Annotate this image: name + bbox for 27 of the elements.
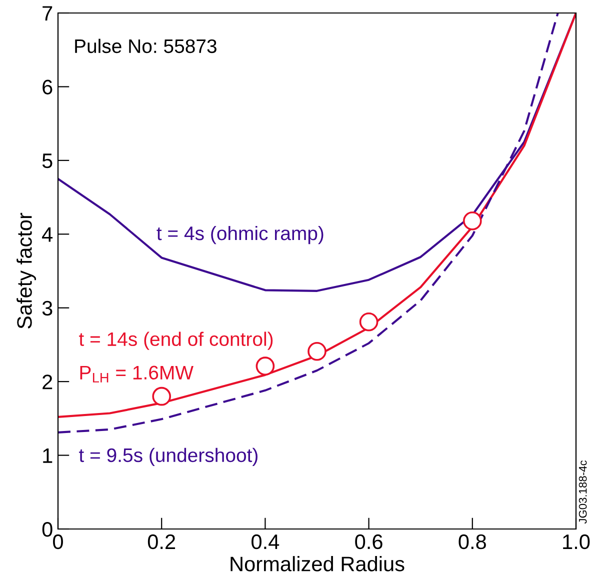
- x-tick-label: 1.0: [563, 534, 590, 550]
- point: [152, 386, 172, 406]
- point: [308, 342, 326, 361]
- x-tick-label: 0.2: [148, 534, 176, 550]
- point: [359, 312, 378, 332]
- y-tick-label: 7: [42, 6, 52, 21]
- y-tick-label: 3: [42, 300, 52, 316]
- x-tick-label: 0: [53, 534, 63, 550]
- series-label: t = 4s (ohmic ramp): [156, 226, 324, 244]
- y-tick-label: 0: [42, 522, 52, 537]
- annotation: P$_{LH}$ = 1.6MW: [80, 366, 194, 382]
- x-tick-label: 0.8: [458, 534, 486, 550]
- series-label: t = 14s (end of control): [79, 332, 273, 350]
- annotation: Pulse No: 55873: [75, 38, 216, 54]
- series-label: t = 9.5s (undershoot): [79, 448, 258, 466]
- x-tick-label: 0.4: [252, 534, 280, 550]
- x-tick-label: 0.6: [355, 534, 382, 550]
- y-tick-label: 5: [42, 154, 52, 168]
- y-axis-title: Safety factor: [16, 212, 36, 329]
- y-tick-label: 4: [42, 227, 53, 242]
- y-tick-label: 6: [42, 80, 52, 94]
- text: JG03.188-4c: [578, 460, 587, 524]
- point: [256, 356, 275, 376]
- y-tick-label: 1: [43, 448, 52, 463]
- point: [462, 211, 482, 230]
- x-axis-title: Normalized Radius: [230, 556, 404, 572]
- y-tick-label: 2: [42, 374, 52, 390]
